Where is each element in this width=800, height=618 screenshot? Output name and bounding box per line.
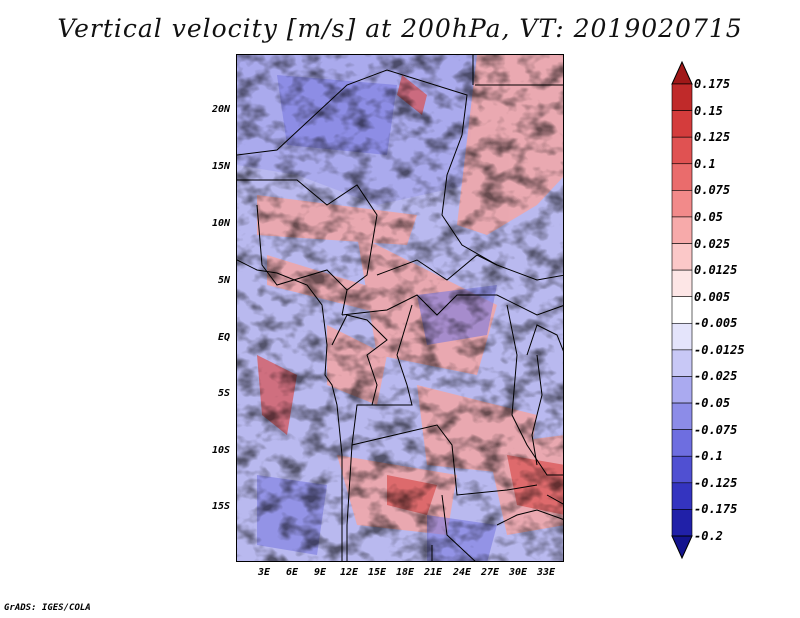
- colorbar-label: 0.175: [694, 77, 731, 91]
- colorbar-segment: [671, 322, 693, 351]
- grads-credit: GrADS: IGES/COLA: [4, 603, 91, 613]
- colorbar-segment: [671, 269, 693, 298]
- colorbar-segment: [671, 482, 693, 510]
- map-title: Vertical velocity [m/s] at 200hPa, VT: 2…: [57, 14, 743, 43]
- lat-label-15n: 15N: [211, 161, 230, 172]
- colorbar-label: 0.075: [694, 183, 731, 198]
- colorbar-segment: [671, 163, 693, 191]
- colorbar-label: 0.025: [694, 236, 731, 251]
- colorbar: [671, 60, 693, 560]
- colorbar-label: -0.1: [694, 449, 723, 464]
- colorbar-label: 0.15: [694, 103, 723, 118]
- colorbar-segment: [671, 402, 693, 430]
- colorbar-segment: [671, 190, 693, 218]
- colorbar-segment: [671, 349, 693, 377]
- lon-label-27e: 27E: [480, 567, 500, 578]
- lon-label-3e: 3E: [257, 567, 271, 578]
- colorbar-segment: [671, 296, 693, 324]
- colorbar-label: -0.125: [694, 475, 738, 490]
- colorbar-segment: [671, 455, 693, 484]
- colorbar-segment: [671, 83, 693, 111]
- lat-label-15s: 15S: [211, 501, 230, 512]
- lon-label-21e: 21E: [423, 567, 443, 578]
- colorbar-segment: [671, 376, 693, 404]
- colorbar-label: 0.005: [694, 289, 731, 304]
- colorbar-label: 0.125: [694, 130, 731, 145]
- lat-label-10n: 10N: [211, 218, 230, 229]
- colorbar-label: 0.0125: [694, 263, 738, 278]
- colorbar-label: -0.005: [694, 316, 738, 331]
- colorbar-label: -0.05: [694, 396, 731, 411]
- lon-label-6e: 6E: [285, 567, 299, 578]
- colorbar-segment: [671, 110, 693, 138]
- lat-label-5n: 5N: [217, 275, 230, 286]
- lat-label-20n: 20N: [211, 104, 230, 115]
- colorbar-label: -0.075: [694, 422, 738, 437]
- colorbar-label: -0.0125: [694, 342, 745, 357]
- colorbar-label: 0.05: [694, 209, 723, 224]
- lat-label-eq: EQ: [217, 332, 230, 343]
- colorbar-bottom-arrow: [671, 535, 693, 560]
- lon-label-18e: 18E: [395, 567, 415, 578]
- lon-label-30e: 30E: [508, 567, 528, 578]
- lon-label-33e: 33E: [536, 567, 556, 578]
- lon-label-24e: 24E: [452, 567, 472, 578]
- colorbar-segment: [671, 243, 693, 271]
- lat-label-10s: 10S: [211, 445, 230, 456]
- colorbar-top-arrow: [671, 60, 693, 85]
- colorbar-segment: [671, 509, 693, 537]
- velocity-field: [237, 55, 563, 561]
- colorbar-label: -0.175: [694, 502, 738, 517]
- colorbar-segment: [671, 136, 693, 165]
- lon-label-15e: 15E: [367, 567, 387, 578]
- velocity-map: [236, 54, 564, 562]
- colorbar-segment: [671, 216, 693, 244]
- colorbar-label: 0.1: [694, 156, 716, 171]
- lat-label-5s: 5S: [217, 388, 230, 399]
- colorbar-label: -0.2: [694, 529, 723, 543]
- colorbar-label: -0.025: [694, 369, 738, 384]
- lon-label-9e: 9E: [313, 567, 327, 578]
- lon-label-12e: 12E: [339, 567, 359, 578]
- colorbar-segment: [671, 429, 693, 457]
